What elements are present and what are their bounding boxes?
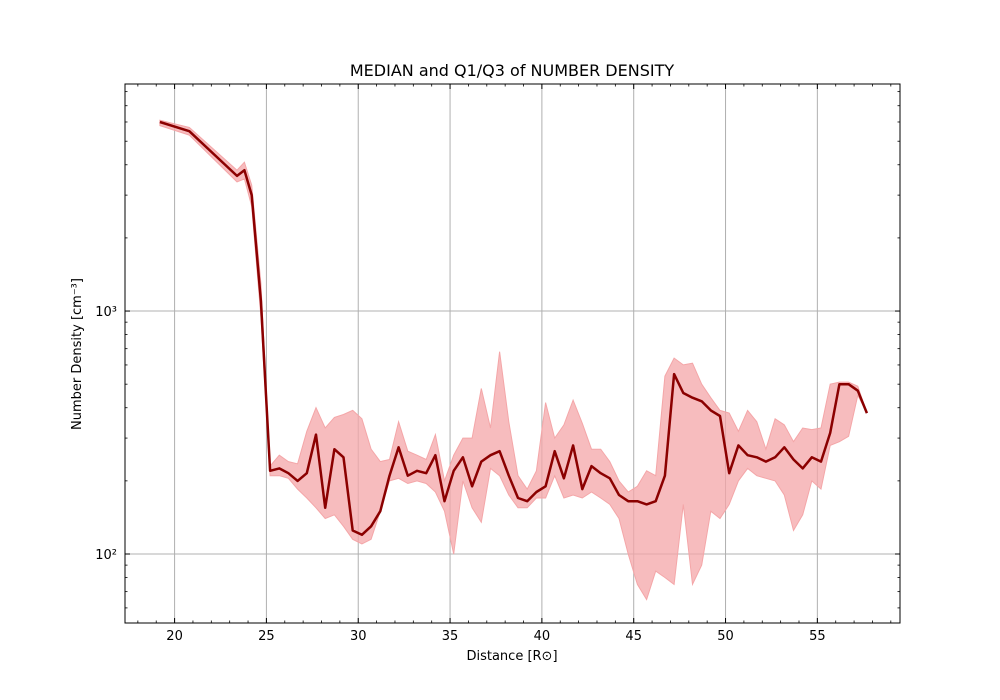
x-tick-label: 55 xyxy=(809,629,826,644)
x-tick-label: 20 xyxy=(166,629,183,644)
median-line xyxy=(159,120,869,537)
x-tick-label: 25 xyxy=(258,629,275,644)
x-axis-label: Distance [R⊙] xyxy=(466,649,557,664)
x-tick-label: 30 xyxy=(350,629,367,644)
plot-frame xyxy=(124,83,901,624)
x-tick-label: 45 xyxy=(625,629,642,644)
x-tick-label: 35 xyxy=(442,629,459,644)
chart-title: MEDIAN and Q1/Q3 of NUMBER DENSITY xyxy=(350,61,674,80)
y-axis-label: Number Density [cm⁻³] xyxy=(70,278,85,430)
median-line-group xyxy=(159,120,869,537)
y-tick-label: 10² xyxy=(95,548,117,563)
x-tick-label: 50 xyxy=(717,629,734,644)
axis-tick-labels: 20 25 30 35 40 45 50 55 10² 10³ xyxy=(95,305,825,644)
grid-lines xyxy=(125,84,900,623)
axis-ticks xyxy=(125,84,900,623)
y-tick-label: 10³ xyxy=(95,305,117,320)
x-tick-label: 40 xyxy=(534,629,551,644)
